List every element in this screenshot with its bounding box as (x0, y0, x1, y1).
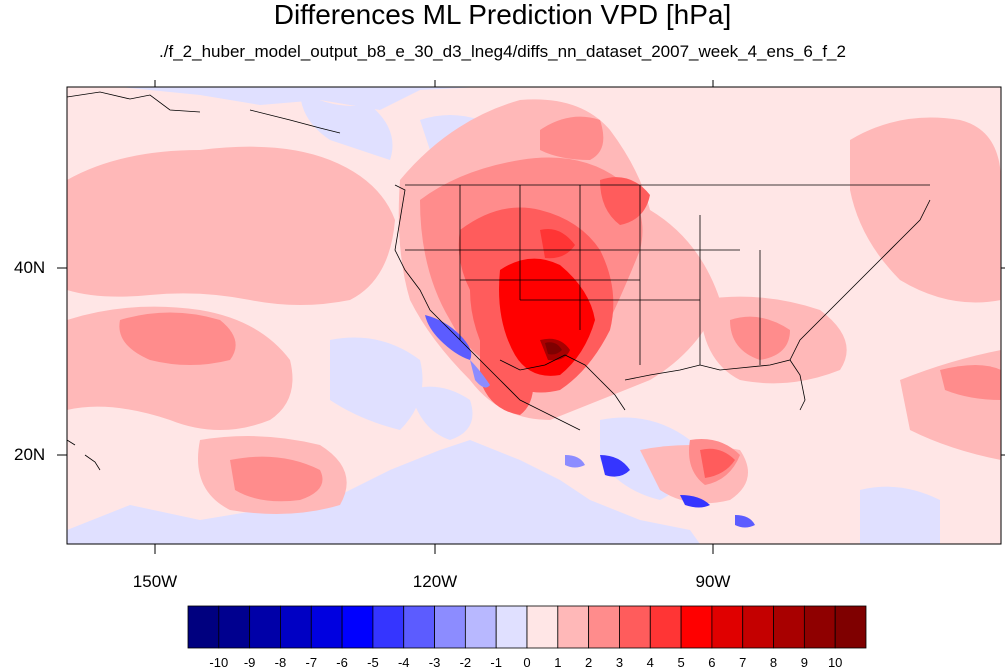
colorbar-swatch (803, 605, 836, 649)
colorbar-label: -1 (490, 655, 502, 670)
colorbar-swatch (341, 605, 374, 649)
colorbar-swatch (557, 605, 590, 649)
colorbar-swatch (372, 605, 405, 649)
colorbar-label: 7 (739, 655, 747, 670)
colorbar-swatch (619, 605, 651, 649)
colorbar-swatch (773, 605, 805, 649)
map-title: Differences ML Prediction VPD [hPa] (273, 0, 732, 30)
colorbar-swatch (280, 605, 312, 649)
x-tick-label-90w: 90W (695, 572, 731, 591)
colorbar-label: 5 (677, 655, 685, 670)
colorbar-label: 9 (800, 655, 808, 670)
x-tick-label-150w: 150W (132, 572, 178, 591)
colorbar-swatch (464, 605, 497, 649)
colorbar-label: -2 (459, 655, 472, 670)
colorbar-swatch (218, 605, 251, 649)
colorbar-label: -8 (274, 655, 287, 670)
y-tick-label-40n: 40N (14, 258, 46, 277)
colorbar-swatch (680, 605, 713, 649)
colorbar-swatch (249, 605, 281, 649)
coastlines-and-borders (67, 91, 931, 471)
colorbar-label: -9 (243, 655, 256, 670)
colorbar-swatch (403, 605, 435, 649)
colorbar-label: -4 (397, 655, 410, 670)
colorbar-swatch (495, 605, 528, 649)
map-subtitle: ./f_2_huber_model_output_b8_e_30_d3_lneg… (159, 42, 846, 61)
colorbar-label: -10 (209, 655, 229, 670)
colorbar-swatch (834, 605, 867, 649)
colorbar-label: 4 (646, 655, 654, 670)
colorbar-swatch (434, 605, 466, 649)
colorbar-label: 8 (769, 655, 778, 670)
colorbar-label: -5 (367, 655, 379, 670)
colorbar-label: -7 (305, 655, 318, 670)
y-tick-label-20n: 20N (14, 445, 46, 464)
colorbar-swatch (526, 605, 559, 649)
vpd-difference-field (67, 87, 1001, 544)
colorbar-swatch (187, 605, 220, 649)
colorbar-swatch (711, 605, 744, 649)
colorbar-label: 10 (827, 655, 843, 670)
colorbar-label: -6 (336, 655, 348, 670)
colorbar-label: 2 (585, 655, 593, 670)
colorbar-label: -3 (428, 655, 441, 670)
y-tick-marks (57, 267, 1005, 456)
x-tick-marks (154, 80, 714, 554)
colorbar-swatch (588, 605, 620, 649)
colorbar-swatch (742, 605, 774, 649)
colorbar-swatch (310, 605, 343, 649)
colorbar-label: 1 (554, 655, 562, 670)
colorbar (187, 605, 867, 649)
colorbar-label: 6 (708, 655, 716, 670)
x-tick-label-120w: 120W (412, 572, 458, 591)
map-frame (66, 86, 1002, 545)
colorbar-label: 3 (615, 655, 624, 670)
colorbar-label: 0 (523, 655, 531, 670)
colorbar-swatch (649, 605, 682, 649)
